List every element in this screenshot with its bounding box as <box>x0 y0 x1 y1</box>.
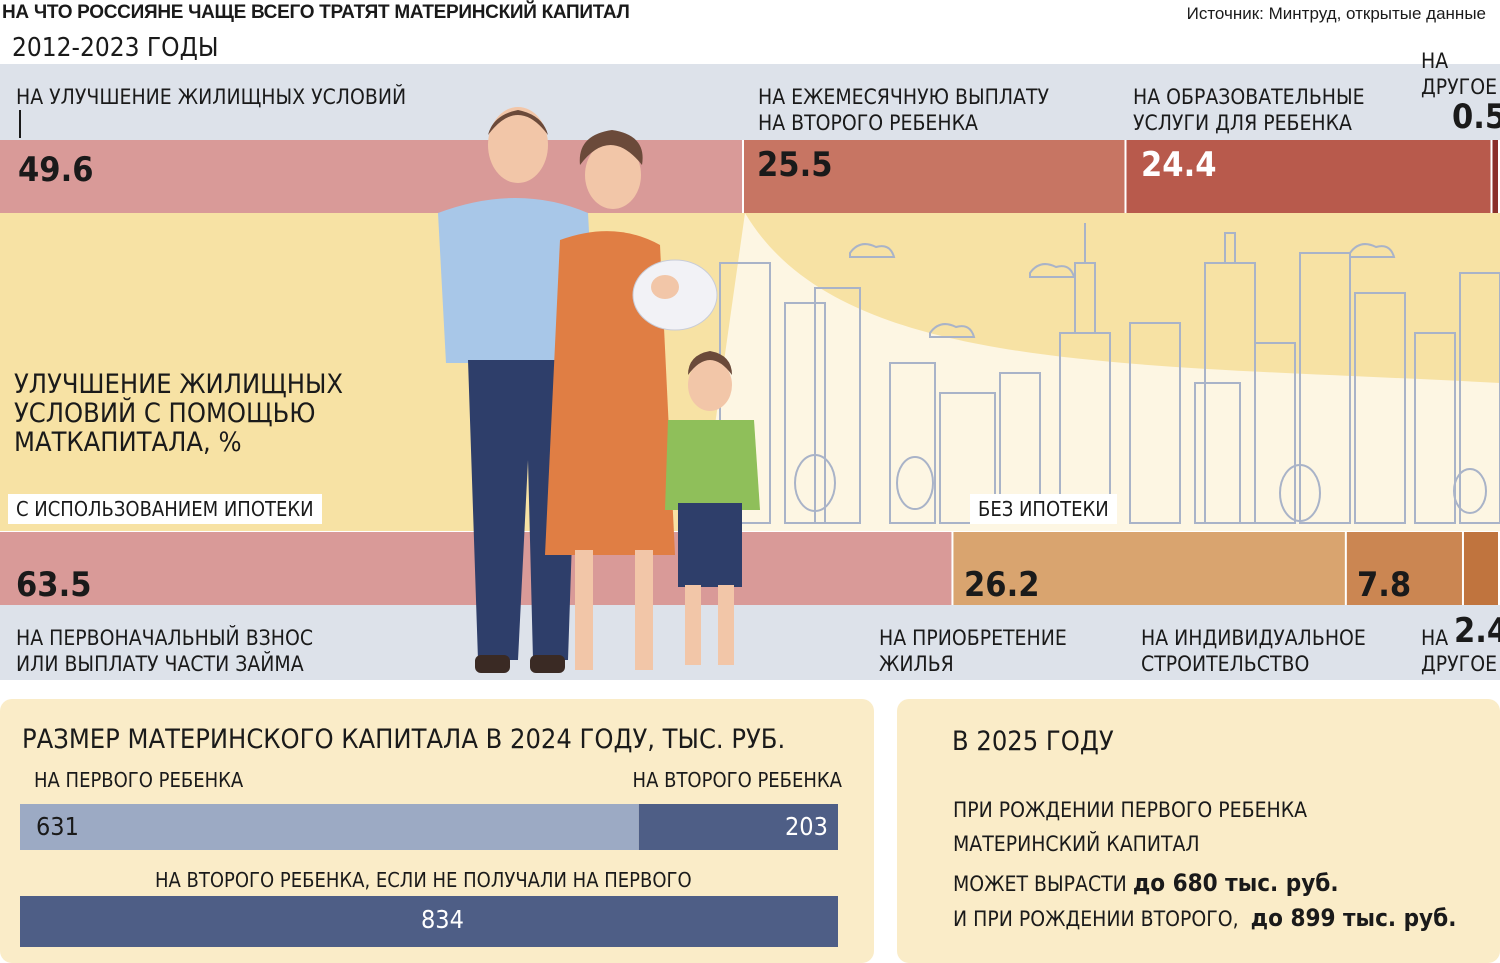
first-child-bar <box>20 804 639 850</box>
panel-2024-title: РАЗМЕР МАТЕРИНСКОГО КАПИТАЛА В 2024 ГОДУ… <box>22 724 786 755</box>
city-light-area <box>700 213 1500 531</box>
bottom-label-band <box>0 605 1500 680</box>
panel-2025-title: В 2025 ГОДУ <box>952 726 1114 757</box>
second-child-bar <box>638 804 838 850</box>
family-illustration <box>438 107 760 673</box>
label-downpayment: НА ПЕРВОНАЧАЛЬНЫЙ ВЗНОС ИЛИ ВЫПЛАТУ ЧАСТИ… <box>16 626 314 676</box>
housing-bar-segment-3 <box>1346 532 1462 605</box>
value-education: 24.4 <box>1141 145 1217 185</box>
panel-2025-line1: ПРИ РОЖДЕНИИ ПЕРВОГО РЕБЕНКА <box>953 798 1308 822</box>
value-monthly: 25.5 <box>757 145 833 185</box>
label-education: НА ОБРАЗОВАТЕЛЬНЫЕ УСЛУГИ ДЛЯ РЕБЕНКА <box>1133 85 1365 135</box>
label-housing: НА УЛУЧШЕНИЕ ЖИЛИЩНЫХ УСЛОВИЙ <box>16 85 407 109</box>
father-head <box>488 107 548 183</box>
value-downpayment: 63.5 <box>16 565 92 605</box>
label-purchase: НА ПРИОБРЕТЕНИЕ ЖИЛЬЯ <box>879 626 1067 676</box>
second-without-first-bar <box>20 896 838 947</box>
city-illustration <box>700 213 1500 531</box>
panel-2025-line3: МОЖЕТ ВЫРАСТИ до 680 тыс. руб. <box>953 869 1339 897</box>
housing-tick <box>19 110 21 138</box>
page-title: НА ЧТО РОССИЯНЕ ЧАЩЕ ВСЕГО ТРАТЯТ МАТЕРИ… <box>2 2 630 23</box>
period-subtitle: 2012-2023 ГОДЫ <box>12 33 219 63</box>
mother-head <box>585 141 641 209</box>
source-note: Источник: Минтруд, открытые данные <box>1186 4 1486 23</box>
value-purchase: 26.2 <box>964 565 1040 605</box>
child-shorts <box>678 503 742 587</box>
second-without-first-value: 834 <box>421 905 464 934</box>
father-trousers <box>468 360 578 660</box>
panel-2025 <box>897 699 1500 963</box>
second-without-first-label: НА ВТОРОГО РЕБЕНКА, ЕСЛИ НЕ ПОЛУЧАЛИ НА … <box>155 868 692 892</box>
top-bar-segment-2 <box>744 140 1125 213</box>
second-child-label: НА ВТОРОГО РЕБЕНКА <box>632 768 842 792</box>
value-other-bottom: 2.4 <box>1454 611 1500 651</box>
value-construction: 7.8 <box>1357 565 1412 605</box>
tag-no-mortgage: БЕЗ ИПОТЕКИ <box>970 494 1117 524</box>
value-other-top: 0.5 <box>1452 97 1500 137</box>
top-bar-segment-4 <box>1492 140 1498 213</box>
label-other-top: НА ДРУГОЕ <box>1421 49 1498 99</box>
top-label-band <box>0 64 1500 140</box>
label-construction: НА ИНДИВИДУАЛЬНОЕ СТРОИТЕЛЬСТВО <box>1141 626 1366 676</box>
panel-2025-line2: МАТЕРИНСКИЙ КАПИТАЛ <box>953 832 1200 856</box>
label-other-bottom: НА ДРУГОЕ <box>1421 626 1498 676</box>
value-housing: 49.6 <box>18 150 94 190</box>
label-monthly: НА ЕЖЕМЕСЯЧНУЮ ВЫПЛАТУ НА ВТОРОГО РЕБЕНКА <box>758 85 1050 135</box>
child-head <box>688 359 732 411</box>
housing-chart-title: УЛУЧШЕНИЕ ЖИЛИЩНЫХ УСЛОВИЙ С ПОМОЩЬЮ МАТКА… <box>14 369 344 458</box>
top-bar-segment-3 <box>1126 140 1491 213</box>
capital-2024-bars <box>20 804 838 947</box>
housing-bar-segment-2 <box>953 532 1345 605</box>
child-shirt <box>665 420 760 510</box>
panel-2025-line4: И ПРИ РОЖДЕНИИ ВТОРОГО, до 899 тыс. руб. <box>953 904 1457 932</box>
first-child-label: НА ПЕРВОГО РЕБЕНКА <box>34 768 244 792</box>
first-child-value: 631 <box>36 812 79 841</box>
forecast-second: до 899 тыс. руб. <box>1250 904 1457 932</box>
housing-bar-segment-4 <box>1463 532 1498 605</box>
tag-with-mortgage: С ИСПОЛЬЗОВАНИЕМ ИПОТЕКИ <box>8 494 322 524</box>
forecast-first: до 680 тыс. руб. <box>1132 869 1339 897</box>
second-child-value: 203 <box>785 812 828 841</box>
